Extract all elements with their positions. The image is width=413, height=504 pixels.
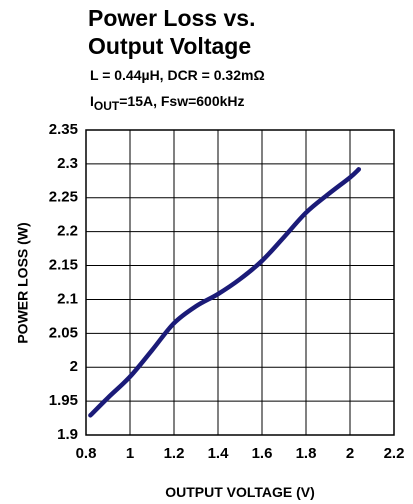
x-tick-label: 0.8 — [76, 445, 97, 462]
x-tick-label: 1 — [126, 445, 134, 462]
x-tick-label: 2.2 — [384, 445, 405, 462]
x-axis-label: OUTPUT VOLTAGE (V) — [165, 484, 315, 500]
plot-frame — [85, 129, 395, 436]
y-tick-label: 2.3 — [57, 155, 78, 172]
subtitle-part: =15A, Fsw=600kHz — [119, 93, 244, 109]
x-tick-label: 1.6 — [252, 445, 273, 462]
y-axis-label: POWER LOSS (W) — [15, 222, 31, 343]
chart-title: Power Loss vs. — [88, 5, 255, 31]
x-tick-label: 2 — [346, 445, 354, 462]
y-tick-label: 2.25 — [49, 189, 78, 206]
y-tick-label: 2.15 — [49, 257, 78, 274]
x-tick-label: 1.2 — [164, 445, 185, 462]
y-tick-label: 1.9 — [57, 426, 78, 443]
y-tick-label: 2.1 — [57, 290, 78, 307]
subtitle-sub: OUT — [94, 99, 120, 113]
subtitle-part: I — [90, 93, 94, 109]
chart-subtitle: IOUT=15A, Fsw=600kHz — [90, 93, 245, 113]
chart-subtitle: L = 0.44µH, DCR = 0.32mΩ — [90, 67, 265, 83]
x-tick-label: 1.4 — [208, 445, 230, 462]
x-tick-label: 1.8 — [296, 445, 317, 462]
y-tick-label: 2 — [70, 358, 78, 375]
chart-title: Output Voltage — [88, 33, 251, 59]
y-tick-label: 2.05 — [49, 324, 78, 341]
y-tick-label: 2.35 — [49, 121, 78, 138]
y-tick-label: 1.95 — [49, 392, 78, 409]
y-tick-label: 2.2 — [57, 223, 78, 240]
data-line — [88, 167, 362, 418]
